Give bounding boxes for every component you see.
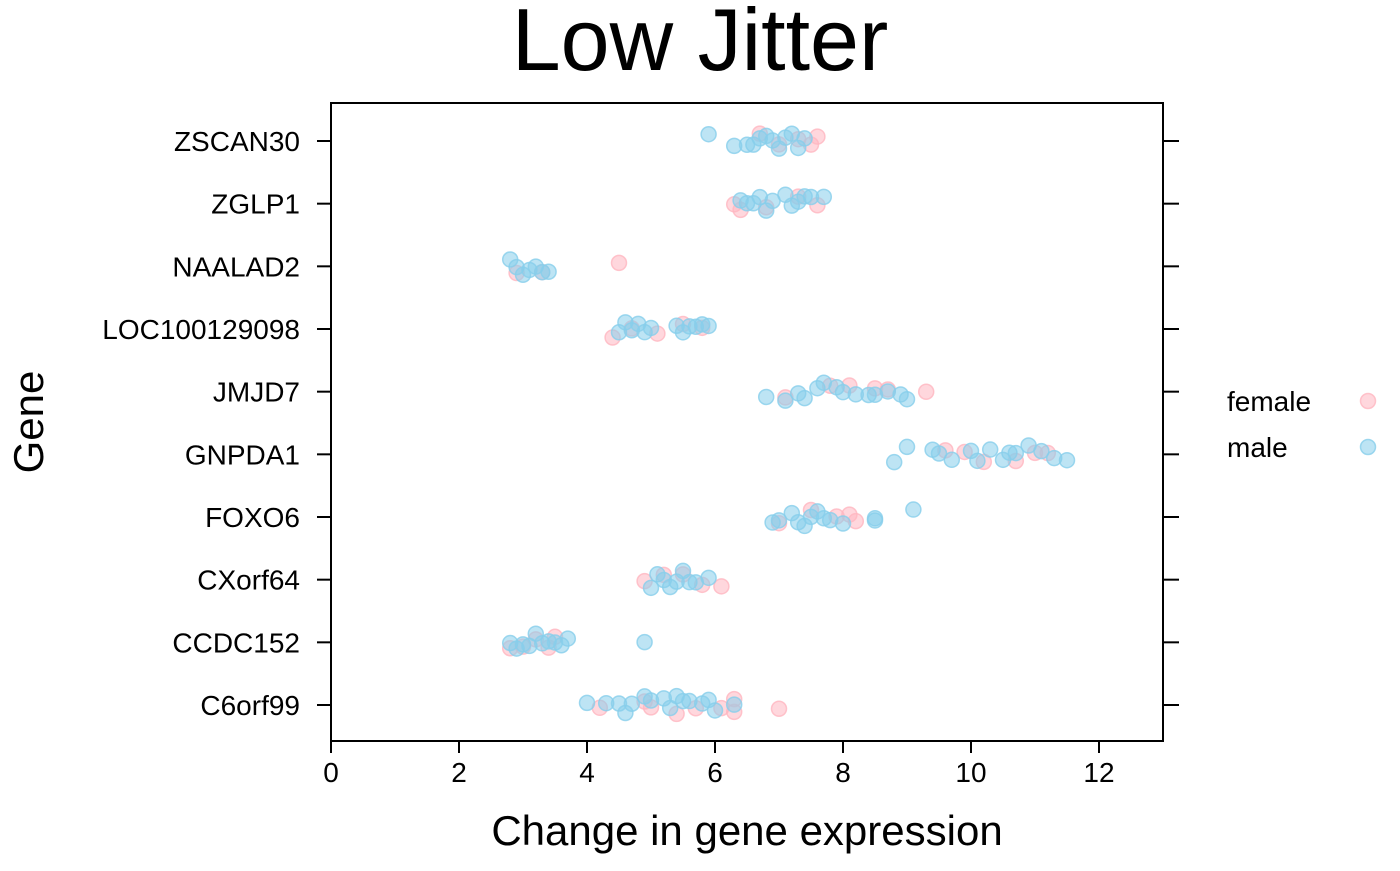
point-male <box>885 453 903 471</box>
y-tick-label: C6orf99 <box>200 690 300 721</box>
y-tick-label: FOXO6 <box>205 502 300 533</box>
point-male <box>1007 444 1025 462</box>
x-tick-label: 10 <box>955 757 986 788</box>
point-male <box>700 569 717 587</box>
point-male <box>1033 442 1050 460</box>
x-tick-label: 8 <box>835 757 851 788</box>
point-male <box>578 694 596 712</box>
point-male <box>540 263 557 280</box>
x-axis-label: Change in gene expression <box>491 807 1002 854</box>
legend-marker-female <box>1359 392 1377 410</box>
x-tick-label: 4 <box>579 757 595 788</box>
point-male <box>700 125 717 143</box>
point-male <box>1058 451 1076 469</box>
legend-marker-male <box>1359 438 1377 456</box>
chart-title: Low Jitter <box>512 0 889 89</box>
x-tick-label: 12 <box>1083 757 1114 788</box>
x-tick-label: 6 <box>707 757 723 788</box>
point-female <box>713 578 730 595</box>
y-tick-label: GNPDA1 <box>185 439 300 470</box>
point-male <box>559 630 577 647</box>
point-male <box>898 438 916 456</box>
point-male <box>834 515 852 532</box>
y-axis: C6orf99 CCDC152 CXorf64 FOXO6 GNPDA1 JMJD7 LOC… <box>102 126 1179 721</box>
point-male <box>866 512 884 529</box>
x-axis: 0 2 4 6 8 10 12 <box>323 741 1115 788</box>
legend: female male <box>1227 386 1377 463</box>
point-male <box>969 452 986 470</box>
point-male <box>777 392 794 409</box>
point-male <box>642 579 660 597</box>
point-male <box>623 695 641 712</box>
point-male <box>642 319 660 337</box>
point-male <box>943 451 961 469</box>
point-male <box>796 389 813 407</box>
point-male <box>898 390 916 408</box>
point-male <box>796 130 813 147</box>
point-female <box>770 700 788 717</box>
point-male <box>725 696 743 713</box>
plot-frame <box>330 102 1164 742</box>
point-female <box>610 254 628 272</box>
y-tick-label: ZSCAN30 <box>174 126 300 157</box>
y-tick-label: ZGLP1 <box>211 189 300 220</box>
y-tick-label: NAALAD2 <box>172 251 300 282</box>
point-male <box>706 702 724 719</box>
point-male <box>981 441 999 458</box>
legend-label-male: male <box>1227 432 1288 463</box>
point-male <box>905 501 922 518</box>
y-tick-label: CXorf64 <box>197 565 300 596</box>
y-tick-label: LOC100129098 <box>102 314 300 345</box>
y-axis-label: Gene <box>5 371 52 474</box>
y-tick-label: JMJD7 <box>213 377 300 408</box>
point-male <box>757 388 775 406</box>
point-male <box>700 317 717 335</box>
x-tick-label: 2 <box>451 757 467 788</box>
point-male <box>815 188 833 206</box>
point-female <box>917 383 935 400</box>
point-male <box>636 633 653 651</box>
point-male <box>770 512 788 529</box>
legend-label-female: female <box>1227 386 1311 417</box>
x-tick-label: 0 <box>323 757 339 788</box>
points-layer <box>501 125 1076 723</box>
y-tick-label: CCDC152 <box>172 627 300 658</box>
